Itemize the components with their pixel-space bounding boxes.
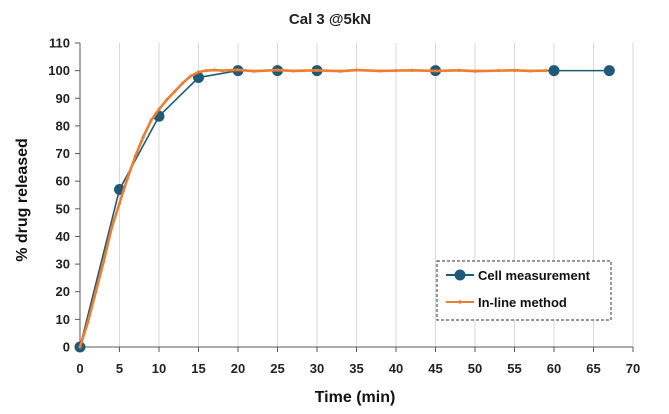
x-tick-label: 65 <box>586 361 600 376</box>
legend: Cell measurement In-line method <box>436 260 612 321</box>
x-tick-label: 30 <box>310 361 324 376</box>
series-line-in-line-method <box>78 68 547 348</box>
y-tick-label: 100 <box>48 63 70 78</box>
chart-title: Cal 3 @5kN <box>289 11 371 28</box>
y-tick-label: 40 <box>56 229 70 244</box>
data-point-in-line-method <box>433 69 438 73</box>
y-tick-label: 0 <box>63 340 70 355</box>
data-point-in-line-method <box>110 226 114 230</box>
x-axis-title: Time (min) <box>315 389 396 406</box>
y-tick-label: 90 <box>56 91 70 106</box>
series-in-line-method <box>78 68 548 349</box>
data-point-in-line-method <box>378 69 382 73</box>
data-point-in-line-method <box>181 81 185 85</box>
data-point-in-line-method <box>189 74 193 78</box>
data-point-in-line-method <box>512 68 517 72</box>
data-point-in-line-method <box>236 68 240 72</box>
data-point-in-line-method <box>204 69 208 73</box>
data-point-in-line-method <box>220 69 224 73</box>
legend-label-cell-measurement: Cell measurement <box>478 268 591 283</box>
data-point-in-line-method <box>94 290 98 294</box>
x-tick-label: 5 <box>116 361 123 376</box>
legend-marker-in-line-method <box>458 300 462 304</box>
data-point-in-line-method <box>102 259 106 263</box>
y-tick-label: 50 <box>56 201 70 216</box>
x-tick-label: 10 <box>152 361 166 376</box>
legend-box <box>436 260 612 321</box>
data-point-in-line-method <box>544 69 548 73</box>
data-point-in-line-method <box>457 68 461 72</box>
data-point-in-line-method <box>354 68 359 72</box>
x-tick-label: 20 <box>231 361 245 376</box>
data-point-in-line-method <box>315 68 319 72</box>
data-point-in-line-method <box>165 98 169 102</box>
x-tick-label: 55 <box>507 361 521 376</box>
legend-label-in-line-method: In-line method <box>478 295 567 310</box>
data-point-in-line-method <box>173 89 177 93</box>
x-tick-label: 35 <box>349 361 363 376</box>
data-point-in-line-method <box>86 320 90 324</box>
data-point-in-line-method <box>394 69 398 73</box>
data-point-in-line-method <box>291 69 295 73</box>
x-tick-label: 25 <box>270 361 284 376</box>
data-point-in-line-method <box>252 69 256 73</box>
data-point-in-line-method <box>125 176 129 181</box>
y-tick-label: 10 <box>56 312 70 327</box>
data-point-in-line-method <box>78 345 82 349</box>
x-tick-label: 60 <box>547 361 561 376</box>
y-tick-label: 20 <box>56 284 70 299</box>
y-tick-label: 30 <box>56 257 70 272</box>
data-point-in-line-method <box>275 68 280 72</box>
x-tick-label: 45 <box>428 361 442 376</box>
data-point-in-line-method <box>212 68 216 72</box>
data-point-in-line-method <box>141 135 145 139</box>
data-point-in-line-method <box>196 70 201 74</box>
x-tick-label: 0 <box>76 361 83 376</box>
series-layer <box>74 65 615 353</box>
y-tick-label: 60 <box>56 174 70 189</box>
data-point-in-line-method <box>473 69 477 73</box>
data-point-in-line-method <box>149 118 153 122</box>
y-axis-title: % drug released <box>14 138 31 262</box>
legend-marker-cell-measurement <box>454 269 466 281</box>
data-point-cell-measurement <box>603 65 615 77</box>
data-point-in-line-method <box>117 201 122 205</box>
data-point-in-line-method <box>133 154 137 158</box>
x-tick-label: 40 <box>389 361 403 376</box>
data-point-in-line-method <box>410 68 414 72</box>
data-point-in-line-method <box>497 69 501 73</box>
axes <box>75 42 634 352</box>
data-point-in-line-method <box>528 69 532 73</box>
data-point-cell-measurement <box>548 65 560 77</box>
y-tick-label: 70 <box>56 146 70 161</box>
x-tick-label: 50 <box>468 361 482 376</box>
data-point-in-line-method <box>339 69 343 73</box>
y-tick-label: 80 <box>56 118 70 133</box>
x-tick-label: 70 <box>626 361 640 376</box>
tick-labels: 0 5 10 15 20 25 30 35 40 45 50 55 60 65 70 0 10 20 30 40 50 6… <box>48 36 640 377</box>
x-tick-label: 15 <box>191 361 205 376</box>
y-tick-label: 110 <box>49 36 70 51</box>
data-point-in-line-method <box>157 107 161 111</box>
